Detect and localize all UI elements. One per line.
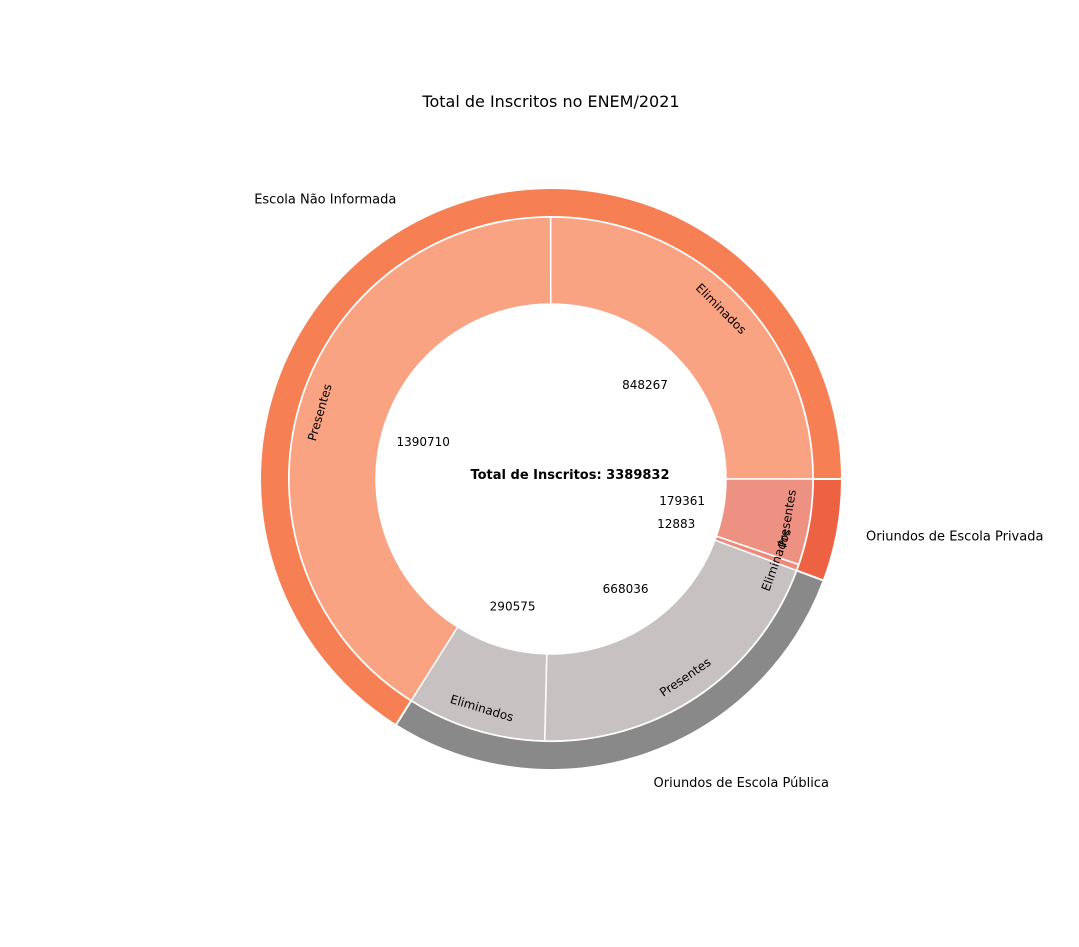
inner-slice-escola-nao-informada-presentes bbox=[288, 216, 552, 702]
outer-label-escola-nao-informada: Escola Não Informada bbox=[254, 193, 396, 208]
value-label-escola-nao-informada-presentes: 1390710 bbox=[396, 435, 449, 449]
value-label-oriundos-de-escola-publica-eliminados: 290575 bbox=[490, 599, 536, 613]
outer-label-oriundos-de-escola-privada: Oriundos de Escola Privada bbox=[866, 530, 1043, 545]
chart-title: Total de Inscritos no ENEM/2021 bbox=[421, 92, 679, 111]
inner-slice-escola-nao-informada-eliminados bbox=[549, 216, 814, 480]
outer-ring-labels: Escola Não Informada Oriundos de Escola P… bbox=[254, 193, 1043, 791]
value-label-oriundos-de-escola-publica-presentes: 668036 bbox=[603, 582, 649, 596]
inner-slice-oriundos-de-escola-publica-presentes bbox=[544, 539, 798, 742]
value-label-escola-nao-informada-eliminados: 848267 bbox=[622, 378, 668, 392]
value-label-oriundos-de-escola-privada-presentes: 179361 bbox=[659, 494, 705, 508]
outer-label-oriundos-de-escola-publica: Oriundos de Escola Pública bbox=[654, 776, 829, 791]
inner-ring bbox=[288, 216, 814, 742]
inner-slice-oriundos-de-escola-privada-presentes bbox=[715, 478, 814, 566]
value-label-oriundos-de-escola-privada-eliminados: 12883 bbox=[657, 517, 695, 531]
center-total-label: Total de Inscritos: 3389832 bbox=[470, 468, 669, 483]
